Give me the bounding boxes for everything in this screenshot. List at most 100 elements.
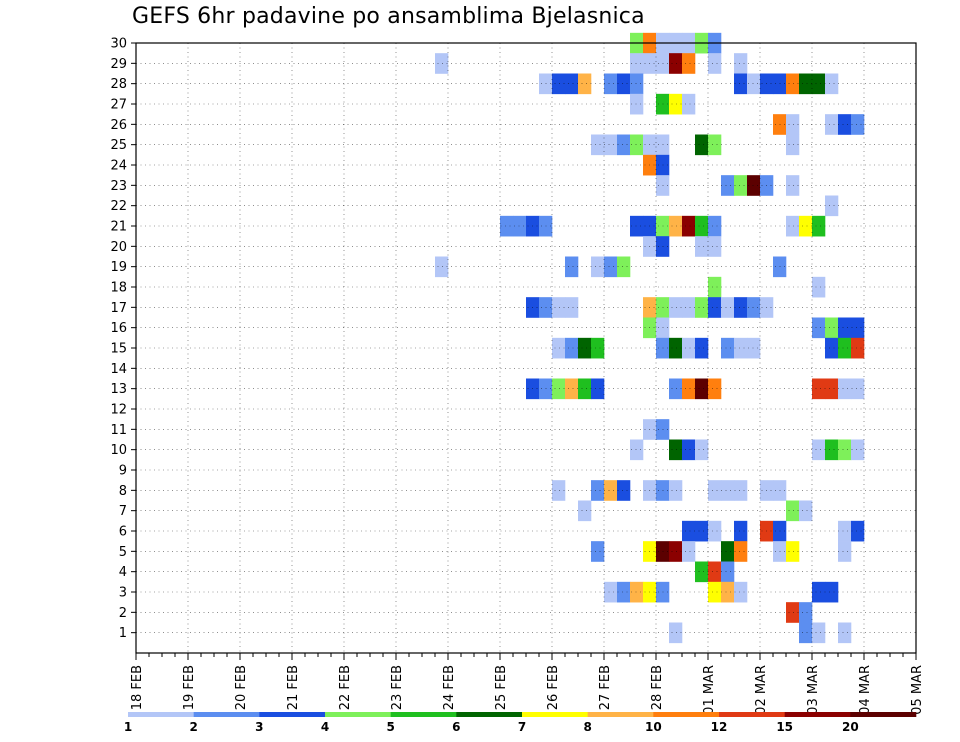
heatmap-cell (734, 337, 748, 359)
heatmap-cell (812, 317, 826, 339)
heatmap-cell (812, 622, 826, 644)
x-axis: 18 FEB 19 FEB 20 FEB 21 FEB 22 FEB 23 FEB 24 F… (130, 653, 925, 715)
heatmap-cell (747, 337, 761, 359)
legend-swatch (653, 712, 720, 717)
heatmap-cell (838, 114, 852, 135)
heatmap-cell (721, 480, 735, 501)
y-tick-label: 15 (110, 342, 127, 357)
heatmap-cell (513, 215, 527, 237)
heatmap-cell (851, 317, 865, 339)
heatmap-cell (682, 337, 696, 359)
heatmap-cell (630, 215, 644, 237)
heatmap-cell (812, 73, 826, 95)
heatmap-cell (708, 276, 722, 298)
heatmap-cell (565, 378, 579, 400)
heatmap-cell (851, 114, 865, 135)
x-tick-label: 21 FEB (286, 665, 301, 710)
heatmap-cell (669, 297, 683, 318)
y-tick-label: 27 (110, 98, 127, 113)
x-tick-label: 03 MAR (806, 665, 821, 715)
heatmap-cell (734, 175, 748, 196)
heatmap-cell (747, 297, 761, 318)
heatmap-cell (435, 256, 449, 278)
y-tick-label: 2 (119, 606, 127, 621)
heatmap-cell (630, 93, 644, 115)
x-tick-label: 19 FEB (182, 665, 197, 710)
y-tick-label: 21 (110, 220, 127, 235)
heatmap-cell (500, 215, 514, 237)
y-tick-label: 9 (119, 464, 127, 479)
heatmap-cell (812, 378, 826, 400)
x-tick-label: 18 FEB (130, 665, 145, 710)
heatmap-cell (695, 215, 709, 237)
heatmap-cell (617, 134, 631, 156)
heatmap-cell (734, 480, 748, 501)
y-tick-label: 30 (110, 37, 127, 52)
y-tick-label: 7 (119, 504, 127, 519)
heatmap-cell (682, 53, 696, 74)
y-tick-label: 6 (119, 525, 127, 540)
heatmap-cell (734, 520, 748, 542)
heatmap-cell (630, 134, 644, 156)
heatmap-cell (838, 622, 852, 644)
heatmap-cell (695, 439, 709, 461)
heatmap-cell (734, 541, 748, 562)
heatmap-cell (838, 337, 852, 359)
heatmap-cell (708, 561, 722, 583)
x-tick-label: 25 FEB (494, 665, 509, 710)
heatmap-cell (604, 480, 618, 501)
color-legend: 1 2 3 4 5 6 7 8 10 12 15 20 (124, 712, 917, 734)
heatmap-cell (721, 297, 735, 318)
heatmap-cell (747, 175, 761, 196)
heatmap-cell (591, 541, 605, 562)
heatmap-cell (565, 297, 579, 318)
heatmap-cell (838, 439, 852, 461)
heatmap-cell (617, 480, 631, 501)
heatmap-cell (695, 134, 709, 156)
legend-swatch (128, 712, 194, 717)
legend-label: 2 (189, 720, 197, 734)
heatmap-cell (552, 297, 566, 318)
y-tick-label: 10 (110, 443, 127, 458)
heatmap-cell (838, 520, 852, 542)
y-tick-label: 18 (110, 281, 127, 296)
heatmap-cell (604, 73, 618, 95)
heatmap-cell (708, 378, 722, 400)
heatmap-cell (825, 317, 839, 339)
y-tick-label: 22 (110, 199, 127, 214)
y-tick-label: 28 (110, 77, 127, 92)
heatmap-cell (669, 622, 683, 644)
heatmap-cell (591, 134, 605, 156)
heatmap-cell (708, 215, 722, 237)
heatmap-cell (825, 195, 839, 217)
heatmap-cell (617, 256, 631, 278)
heatmap-cell (695, 378, 709, 400)
heatmap-cell (591, 480, 605, 501)
legend-label: 6 (452, 720, 460, 734)
heatmap-cell (565, 256, 579, 278)
heatmap-cell (669, 93, 683, 115)
legend-swatch (587, 712, 654, 717)
heatmap-cell (552, 73, 566, 95)
chart-title: GEFS 6hr padavine po ansamblima Bjelasni… (132, 4, 645, 29)
heatmap-cell (604, 256, 618, 278)
heatmap-cell (786, 114, 800, 135)
heatmap-cell (838, 378, 852, 400)
heatmap-cell (669, 480, 683, 501)
x-tick-label: 05 MAR (910, 665, 925, 715)
legend-label: 15 (776, 720, 793, 734)
heatmap-cell (851, 337, 865, 359)
x-tick-label: 27 FEB (598, 665, 613, 710)
y-tick-label: 29 (110, 57, 127, 72)
heatmap-cell (825, 73, 839, 95)
heatmap-cell (578, 337, 592, 359)
y-tick-label: 13 (110, 382, 127, 397)
heatmap-cell (734, 297, 748, 318)
y-axis: 1234567891011121314151617181920212223242… (110, 37, 136, 641)
heatmap-cell (721, 541, 735, 562)
heatmap-cell (721, 337, 735, 359)
heatmap-cell (786, 500, 800, 522)
heatmap-cell (786, 215, 800, 237)
legend-label: 4 (321, 720, 329, 734)
